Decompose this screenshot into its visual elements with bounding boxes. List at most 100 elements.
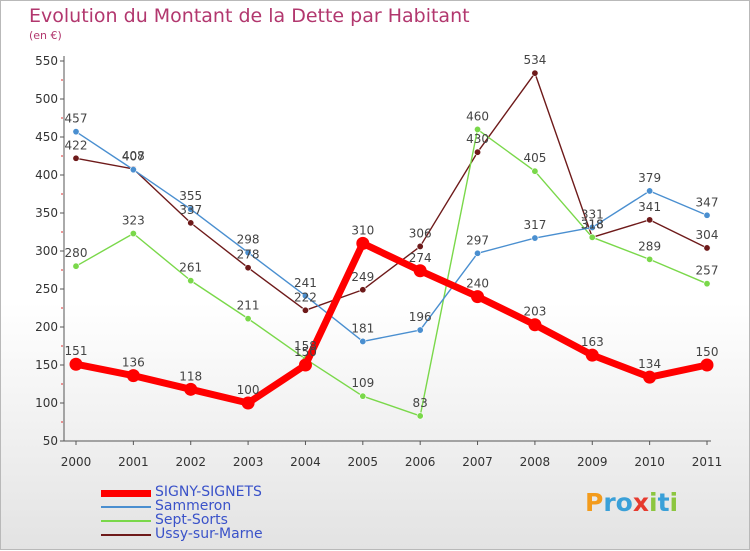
x-tick-label: 2005 <box>348 455 379 469</box>
y-tick-label: 350 <box>35 206 58 220</box>
data-label-2: 405 <box>523 151 546 165</box>
data-point-0 <box>69 357 83 371</box>
data-label-3: 430 <box>466 132 489 146</box>
data-label-3: 306 <box>409 226 432 240</box>
logo-letter: x <box>632 488 649 517</box>
data-point-2 <box>129 230 137 238</box>
logo-letter: r <box>603 488 616 517</box>
x-tick-label: 2009 <box>577 455 608 469</box>
data-point-2 <box>359 392 367 400</box>
legend-swatch <box>101 534 151 536</box>
data-label-2: 460 <box>466 109 489 123</box>
x-tick-label: 2011 <box>692 455 723 469</box>
data-point-2 <box>703 280 711 288</box>
data-point-2 <box>646 255 654 263</box>
data-label-2: 289 <box>638 239 661 253</box>
data-point-3 <box>359 286 367 294</box>
data-point-3 <box>646 216 654 224</box>
y-tick-label: 450 <box>35 130 58 144</box>
legend-swatch <box>101 520 151 522</box>
x-tick-label: 2003 <box>233 455 264 469</box>
y-tick-label: 500 <box>35 92 58 106</box>
data-point-3 <box>703 244 711 252</box>
data-label-0: 151 <box>65 344 88 358</box>
data-point-0 <box>126 369 140 383</box>
data-label-0: 150 <box>696 345 719 359</box>
data-point-3 <box>301 306 309 314</box>
data-label-0: 150 <box>294 345 317 359</box>
logo-letter: i <box>649 488 658 517</box>
data-labels: 422 408 337 278 222 249 306 430 534 318 341 304 280 3… <box>65 53 719 410</box>
data-label-0: 136 <box>122 356 145 370</box>
x-tick-label: 2004 <box>290 455 321 469</box>
y-tick-label: 300 <box>35 244 58 258</box>
data-point-3 <box>474 148 482 156</box>
data-label-0: 203 <box>523 305 546 319</box>
x-tick-label: 2006 <box>405 455 436 469</box>
data-label-1: 379 <box>638 171 661 185</box>
data-label-2: 318 <box>581 217 604 231</box>
data-point-0 <box>700 358 714 372</box>
logo-letter: o <box>615 488 633 517</box>
data-label-3: 249 <box>351 270 374 284</box>
data-point-2 <box>531 167 539 175</box>
data-label-1: 181 <box>351 321 374 335</box>
series-line-3 <box>75 72 708 311</box>
data-label-2: 211 <box>237 299 260 313</box>
data-point-2 <box>72 262 80 270</box>
data-point-1 <box>72 128 80 136</box>
legend-label: Sammeron <box>155 498 232 514</box>
series-line-0 <box>75 239 708 407</box>
data-label-1: 347 <box>696 195 719 209</box>
y-tick-label: 200 <box>35 320 58 334</box>
x-tick-label: 2007 <box>462 455 493 469</box>
data-point-0 <box>241 396 255 410</box>
data-point-0 <box>585 348 599 362</box>
data-point-2 <box>244 315 252 323</box>
data-label-3: 422 <box>65 138 88 152</box>
data-point-3 <box>187 219 195 227</box>
logo-letter: i <box>669 488 679 517</box>
data-label-3: 341 <box>638 200 661 214</box>
data-label-2: 158 <box>294 339 317 353</box>
data-point-1 <box>129 166 137 174</box>
data-point-3 <box>416 242 424 250</box>
series-line-1 <box>75 131 708 343</box>
logo-letter: P <box>585 488 604 517</box>
data-label-1: 457 <box>65 112 88 126</box>
data-point-0 <box>643 370 657 384</box>
data-point-2 <box>474 125 482 133</box>
data-label-0: 134 <box>638 357 661 371</box>
data-point-1 <box>588 223 596 231</box>
data-label-2: 323 <box>122 214 145 228</box>
data-point-1 <box>646 187 654 195</box>
data-point-1 <box>703 211 711 219</box>
logo-letter: t <box>657 488 670 517</box>
data-label-3: 222 <box>294 290 317 304</box>
y-tick-label: 400 <box>35 168 58 182</box>
x-tick-label: 2002 <box>175 455 206 469</box>
data-point-0 <box>413 264 427 278</box>
y-tick-label: 150 <box>35 358 58 372</box>
data-label-0: 274 <box>409 251 432 265</box>
data-point-0 <box>528 318 542 332</box>
data-label-2: 257 <box>696 264 719 278</box>
y-tick-label: 250 <box>35 282 58 296</box>
proxiti-logo: Proxiti <box>585 488 678 517</box>
data-label-1: 331 <box>581 207 604 221</box>
data-point-3 <box>72 154 80 162</box>
data-point-3 <box>244 264 252 272</box>
data-point-2 <box>416 412 424 420</box>
legend-swatch <box>101 490 151 497</box>
data-point-1 <box>244 249 252 257</box>
data-label-0: 118 <box>179 369 202 383</box>
data-label-1: 241 <box>294 276 317 290</box>
data-label-1: 298 <box>237 233 260 247</box>
data-point-1 <box>359 337 367 345</box>
data-label-3: 337 <box>179 203 202 217</box>
data-label-1: 407 <box>122 150 145 164</box>
data-point-1 <box>531 234 539 242</box>
data-label-2: 109 <box>351 376 374 390</box>
data-label-3: 408 <box>122 149 145 163</box>
